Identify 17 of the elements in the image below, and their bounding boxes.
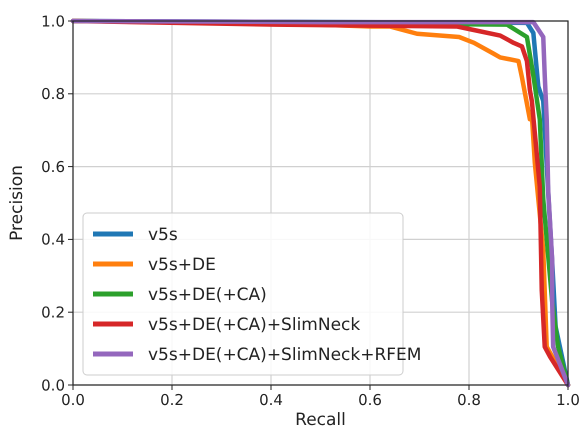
- y-tick-label: 0.4: [41, 230, 65, 249]
- x-tick-label: 1.0: [556, 391, 580, 409]
- x-axis-title: Recall: [295, 410, 346, 430]
- legend-label: v5s+DE(+CA)+SlimNeck: [148, 314, 360, 335]
- x-tick-label: 0.8: [457, 391, 481, 409]
- y-tick-label: 0.6: [41, 158, 65, 176]
- y-tick-label: 0.8: [41, 85, 65, 104]
- legend-label: v5s+DE: [148, 254, 216, 275]
- y-tick-label: 1.0: [41, 12, 65, 30]
- x-tick-label: 0.6: [358, 391, 382, 409]
- y-tick-label: 0.2: [41, 303, 65, 322]
- legend-label: v5s+DE(+CA)+SlimNeck+RFEM: [148, 344, 422, 365]
- legend-label: v5s+DE(+CA): [148, 284, 267, 305]
- y-axis-title: Precision: [7, 165, 27, 241]
- legend-label: v5s: [148, 224, 178, 245]
- x-tick-label: 0.4: [259, 391, 283, 409]
- x-tick-label: 0.2: [160, 391, 184, 409]
